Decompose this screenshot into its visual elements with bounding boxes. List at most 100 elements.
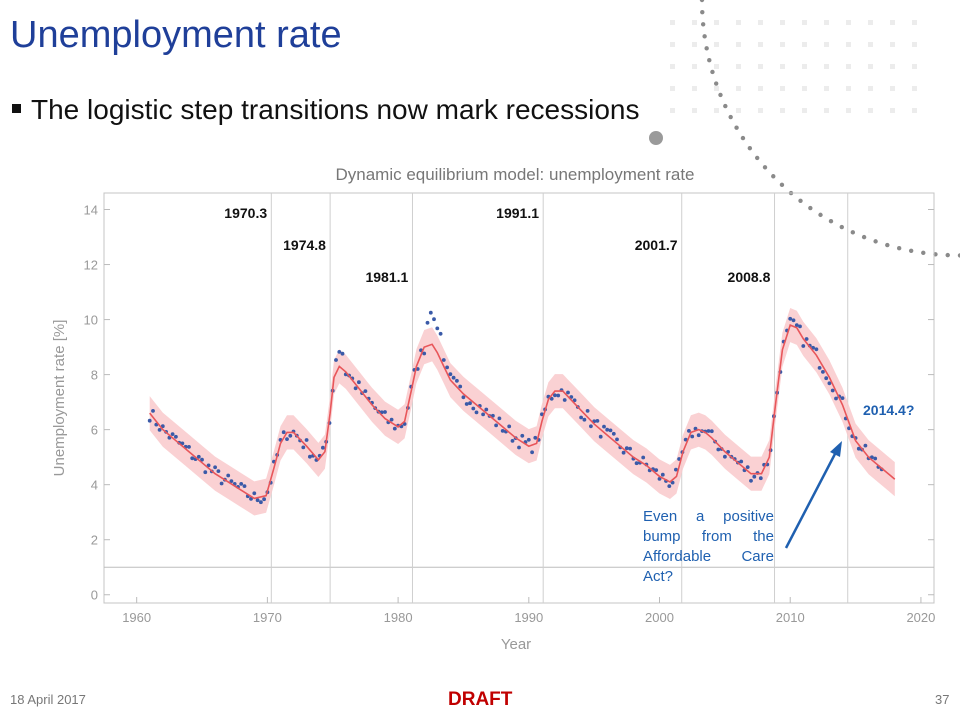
deco-square	[714, 64, 719, 69]
data-point	[304, 438, 309, 442]
data-point	[481, 412, 485, 417]
x-tick-label: 2000	[645, 610, 674, 625]
data-point	[745, 465, 750, 469]
data-point	[252, 491, 257, 496]
data-point	[203, 470, 208, 475]
deco-square	[736, 42, 741, 47]
data-point	[628, 446, 632, 451]
deco-dot	[704, 46, 709, 51]
data-point	[798, 324, 802, 329]
deco-dot	[740, 135, 746, 141]
data-point	[562, 398, 567, 402]
data-point	[657, 477, 662, 481]
data-point	[830, 388, 835, 393]
deco-square	[890, 42, 895, 47]
data-point	[301, 445, 306, 450]
deco-square	[890, 86, 895, 91]
deco-square	[824, 86, 829, 91]
data-point	[709, 429, 714, 434]
data-point	[262, 497, 266, 502]
deco-square	[758, 42, 763, 47]
deco-dot	[818, 212, 823, 218]
data-point	[422, 351, 427, 356]
data-point	[216, 469, 221, 473]
data-point	[540, 412, 544, 417]
deco-square	[692, 42, 697, 47]
data-point	[670, 480, 675, 485]
data-point	[213, 465, 218, 470]
deco-square	[758, 64, 763, 69]
future-recession-label: 2014.4?	[863, 402, 914, 418]
data-point	[170, 432, 175, 436]
deco-square	[692, 20, 697, 25]
data-point	[526, 437, 531, 442]
data-point	[461, 395, 466, 400]
y-tick-label: 2	[91, 533, 98, 548]
data-point	[190, 456, 195, 461]
deco-dot	[885, 242, 890, 248]
deco-dot	[945, 252, 950, 258]
data-point	[834, 396, 838, 401]
deco-square	[758, 86, 763, 91]
deco-dot	[828, 219, 834, 224]
data-point	[615, 437, 619, 442]
deco-square	[780, 86, 785, 91]
deco-square	[736, 20, 741, 25]
data-point	[357, 380, 361, 385]
data-point	[474, 410, 479, 415]
data-point	[533, 435, 538, 440]
data-point	[451, 375, 456, 380]
deco-square	[714, 86, 719, 91]
deco-square	[714, 108, 719, 113]
data-point	[428, 310, 433, 315]
deco-square	[868, 42, 873, 47]
deco-square	[802, 42, 807, 47]
data-point	[445, 365, 449, 370]
data-point	[491, 413, 495, 418]
y-tick-label: 10	[84, 313, 98, 328]
deco-square	[802, 108, 807, 113]
deco-dot	[873, 239, 878, 244]
data-point	[448, 372, 453, 377]
data-point	[151, 409, 155, 413]
data-point	[517, 445, 521, 450]
deco-square	[912, 108, 917, 113]
deco-dot	[718, 92, 723, 98]
deco-square	[758, 108, 763, 113]
slide-title: Unemployment rate	[10, 14, 342, 56]
data-point	[873, 456, 878, 461]
y-tick-label: 6	[91, 423, 98, 438]
data-point	[611, 431, 616, 436]
deco-square	[912, 86, 917, 91]
data-point	[821, 370, 825, 374]
data-point	[200, 457, 204, 462]
deco-square	[670, 42, 675, 47]
y-tick-label: 8	[91, 368, 98, 383]
data-point	[716, 447, 721, 452]
data-point	[219, 481, 224, 486]
data-point	[458, 384, 463, 389]
deco-square	[736, 64, 741, 69]
deco-square	[824, 42, 829, 47]
data-point	[196, 454, 201, 459]
data-point	[497, 416, 502, 421]
data-point	[572, 398, 577, 403]
bullet-point: The logistic step transitions now mark r…	[12, 94, 639, 126]
deco-square	[670, 86, 675, 91]
deco-dot	[700, 22, 706, 27]
y-axis-label: Unemployment rate [%]	[51, 320, 68, 477]
bullet-square-icon	[12, 104, 21, 114]
deco-square	[670, 108, 675, 113]
data-point	[654, 468, 659, 472]
data-point	[285, 437, 289, 441]
data-point	[667, 484, 672, 488]
data-point	[553, 393, 557, 398]
data-point	[383, 410, 387, 414]
y-tick-label: 0	[91, 588, 98, 603]
deco-square	[758, 20, 763, 25]
data-point	[794, 323, 799, 327]
data-point	[530, 450, 534, 455]
data-point	[801, 344, 806, 348]
data-point	[389, 417, 394, 422]
data-point	[510, 439, 515, 443]
